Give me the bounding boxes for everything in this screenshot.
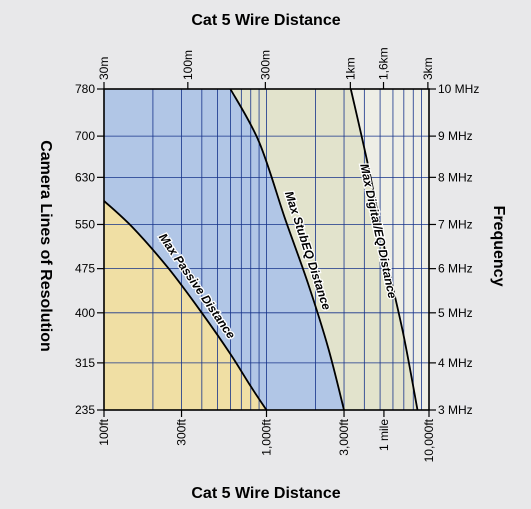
x-tick-bottom-label: 1 mile	[377, 419, 391, 451]
y-tick-right-label: 7 MHz	[438, 217, 473, 231]
y-tick-left-label: 630	[75, 170, 95, 184]
y-tick-left-label: 780	[75, 82, 95, 96]
y-tick-right-label: 8 MHz	[438, 170, 473, 184]
x-tick-top-label: 30m	[97, 57, 111, 80]
curve-max-digital-eq-distance	[349, 88, 419, 411]
y-tick-right-label: 6 MHz	[438, 262, 473, 276]
chart-title-bottom: Cat 5 Wire Distance	[191, 485, 340, 502]
y-axis-title-right: Frequency	[490, 206, 507, 287]
x-tick-bottom-label: 100ft	[97, 418, 111, 445]
x-tick-bottom-label: 300ft	[175, 418, 189, 445]
y-tick-right-label: 9 MHz	[438, 129, 473, 143]
y-tick-left-label: 400	[75, 306, 95, 320]
x-tick-top-label: 100m	[181, 50, 195, 80]
y-tick-left-label: 550	[75, 217, 95, 231]
x-tick-top-label: 1km	[343, 57, 357, 80]
y-tick-left-label: 315	[75, 356, 95, 370]
y-tick-left-label: 700	[75, 129, 95, 143]
chart-title-top: Cat 5 Wire Distance	[191, 12, 340, 29]
y-tick-left-label: 235	[75, 403, 95, 417]
x-tick-top-label: 3km	[421, 57, 435, 80]
y-axis-title-left: Camera Lines of Resolution	[37, 140, 54, 352]
x-tick-bottom-label: 1,000ft	[260, 418, 274, 455]
curve-max-stubeq-distance	[229, 88, 345, 411]
region-max-passive-distance	[104, 200, 267, 410]
y-tick-right-label: 10 MHz	[438, 82, 479, 96]
x-tick-bottom-label: 10,000ft	[422, 418, 436, 462]
y-tick-left-label: 475	[75, 262, 95, 276]
curve-max-passive-distance	[103, 200, 268, 411]
y-tick-right-label: 4 MHz	[438, 356, 473, 370]
x-tick-top-label: 1,6km	[377, 47, 391, 80]
x-tick-bottom-label: 3,000ft	[337, 418, 351, 455]
x-tick-top-label: 300m	[258, 50, 272, 80]
y-tick-right-label: 5 MHz	[438, 306, 473, 320]
y-tick-right-label: 3 MHz	[438, 403, 473, 417]
